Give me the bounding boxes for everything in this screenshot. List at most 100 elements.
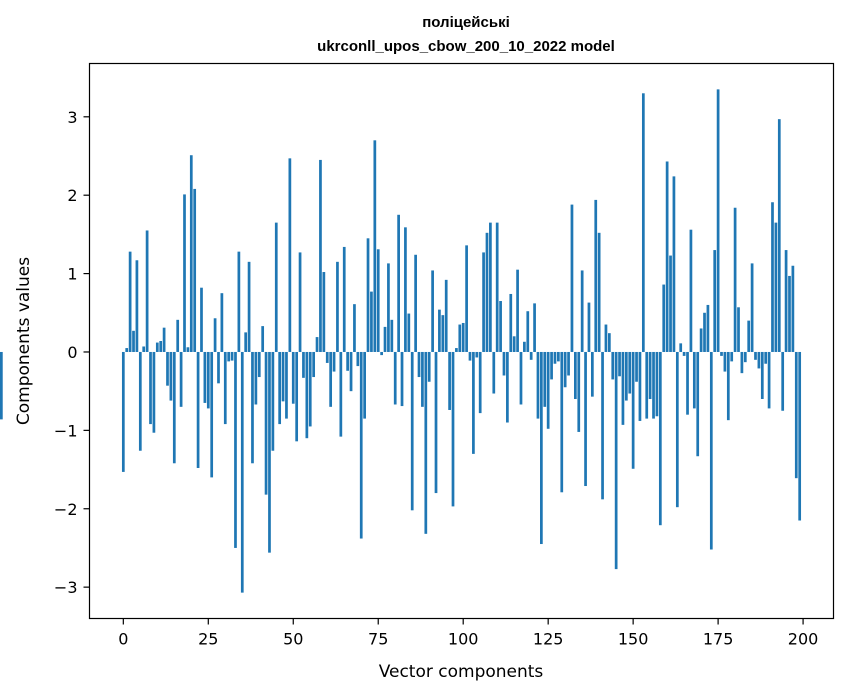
bar-126 [550, 351, 553, 380]
bar-83 [404, 227, 407, 352]
bar-6 [142, 346, 146, 352]
bar-18 [183, 194, 186, 352]
bar-184 [747, 320, 751, 352]
bar-41 [261, 326, 265, 352]
bar-191 [771, 202, 774, 352]
bar-58 [319, 159, 322, 352]
chart-subtitle: ukrconll_upos_cbow_200_10_2022 model [317, 38, 615, 55]
bar-105 [478, 351, 482, 414]
bar-35 [240, 351, 244, 593]
bar-116 [516, 269, 519, 352]
bar-37 [247, 261, 251, 352]
bar-79 [390, 319, 394, 352]
bar-119 [526, 311, 530, 352]
bar-193 [777, 119, 781, 352]
bar-73 [370, 291, 373, 352]
bar-106 [482, 252, 485, 352]
bar-192 [774, 222, 778, 352]
bar-199 [798, 351, 802, 521]
chart-title: поліцейські [422, 14, 510, 31]
bar-44 [271, 351, 275, 451]
bar-78 [387, 263, 390, 352]
bar-176 [720, 351, 723, 356]
bar-189 [764, 351, 768, 364]
bar-120 [529, 351, 533, 360]
bar-150 [631, 351, 635, 469]
bar-127 [553, 351, 557, 364]
bar-115 [512, 336, 516, 352]
bar-25 [206, 351, 210, 409]
bar-36 [244, 332, 248, 352]
bar-16 [176, 319, 180, 352]
bar-131 [567, 351, 570, 376]
bar-95 [444, 279, 448, 352]
x-tick-label: 75 [368, 630, 388, 649]
bar-43 [268, 351, 271, 553]
bar-185 [750, 263, 754, 352]
bar-103 [472, 351, 475, 454]
bar-122 [536, 351, 540, 419]
bar-186 [754, 351, 757, 360]
bar-114 [509, 293, 513, 352]
bar-81 [397, 214, 400, 352]
bar-5 [138, 351, 142, 451]
bar-32 [230, 351, 234, 361]
x-axis-ticks: 0 25 50 75 100 125 150 175 200 [118, 618, 819, 649]
bar-117 [519, 351, 523, 405]
bar-118 [523, 341, 526, 352]
bar-169 [696, 351, 700, 457]
bar-12 [162, 327, 166, 352]
bar-19 [186, 347, 190, 352]
bar-155 [648, 351, 652, 399]
bar-13 [166, 351, 169, 386]
bar-39 [254, 351, 258, 405]
bar-174 [713, 250, 717, 352]
bar-54 [305, 351, 309, 439]
bar-113 [506, 351, 509, 423]
x-tick-label: 175 [703, 630, 734, 649]
y-tick-label: −1 [54, 421, 78, 440]
bar-51 [295, 351, 299, 442]
bar-134 [577, 351, 581, 432]
bar-148 [624, 351, 628, 401]
bar-173 [709, 351, 713, 550]
bar-141 [601, 351, 604, 500]
bar-84 [407, 313, 411, 352]
bar-60 [325, 351, 329, 363]
bar-27 [213, 318, 217, 352]
bar-154 [645, 351, 649, 419]
bar-136 [584, 351, 587, 487]
bar-177 [723, 351, 727, 372]
bar-149 [628, 351, 632, 394]
bar-100 [461, 322, 465, 352]
bar-132 [570, 204, 574, 352]
bar-159 [662, 284, 666, 352]
bar-99 [458, 324, 462, 352]
bars-group [0, 89, 802, 593]
bar-109 [492, 351, 496, 394]
bar-94 [441, 315, 445, 352]
bar-24 [203, 351, 207, 403]
bar-71 [363, 351, 366, 419]
bar-170 [699, 328, 703, 352]
bar-179 [730, 351, 734, 362]
bar-102 [468, 351, 472, 361]
bar-59 [322, 272, 326, 352]
bar-48 [285, 351, 288, 419]
bar-66 [346, 351, 349, 371]
bar-undefined [0, 351, 3, 420]
bar-72 [366, 238, 370, 352]
bar-50 [291, 351, 295, 404]
bar-110 [495, 222, 499, 352]
x-tick-label: 200 [788, 630, 819, 649]
bar-104 [475, 351, 479, 358]
bar-22 [196, 351, 200, 468]
bar-158 [658, 351, 662, 526]
bar-10 [155, 342, 159, 352]
bar-61 [329, 351, 333, 407]
bar-80 [393, 351, 397, 405]
bar-160 [665, 161, 669, 352]
bar-157 [655, 351, 659, 417]
x-axis-label: Vector components [379, 662, 544, 682]
bar-20 [189, 155, 193, 352]
